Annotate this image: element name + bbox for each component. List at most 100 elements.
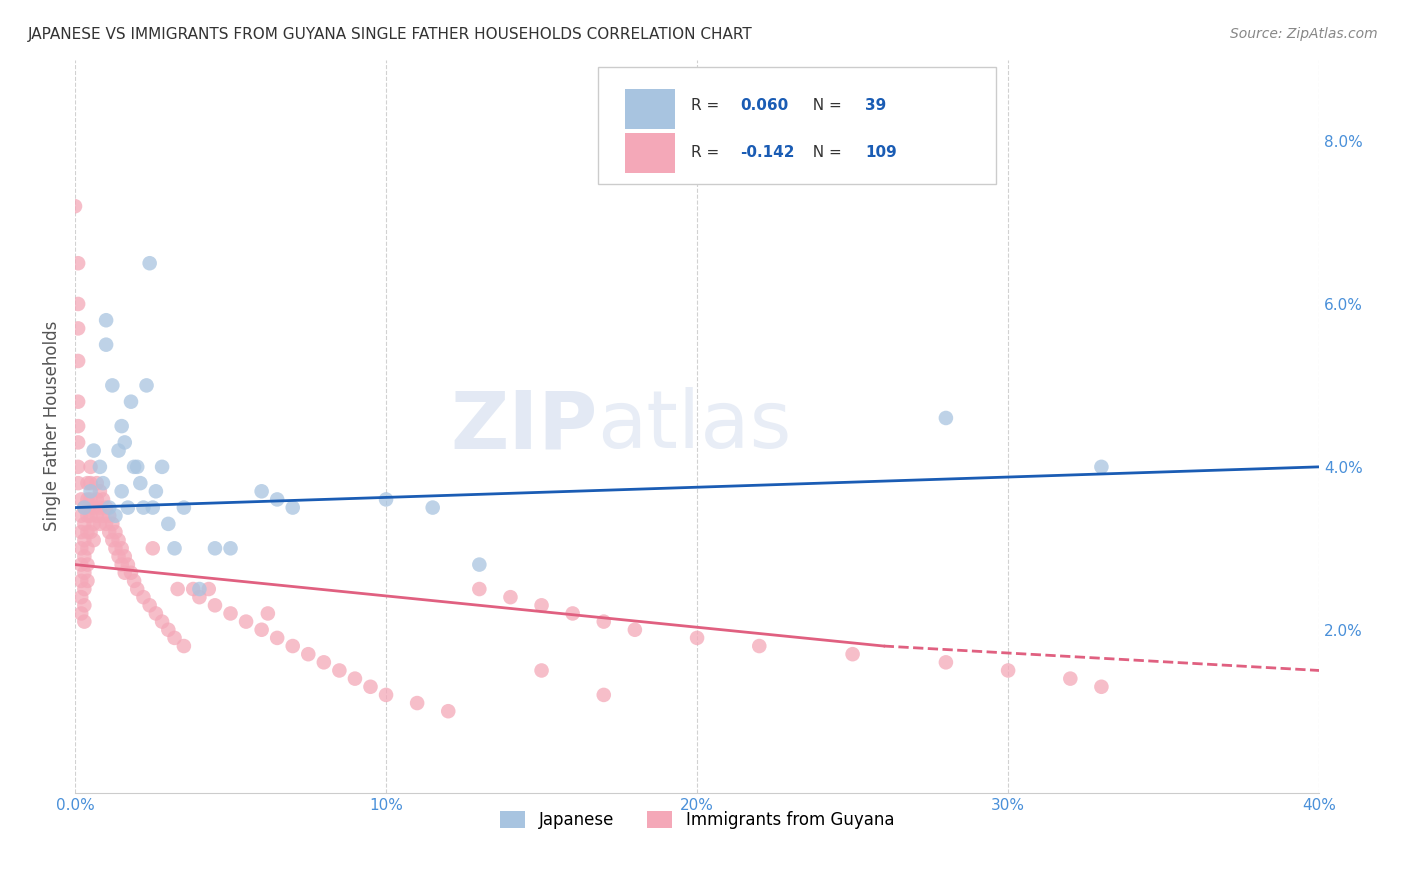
Point [935,656,957,670]
Point [122,574,145,588]
Point [145,607,167,621]
Point [67,459,90,474]
Legend: Japanese, Immigrants from Guyana: Japanese, Immigrants from Guyana [494,804,901,836]
Y-axis label: Single Father Households: Single Father Households [44,321,60,532]
Point [166,582,188,596]
Point [104,524,127,539]
Point [173,500,195,515]
Point [142,541,165,556]
Point [235,615,257,629]
Point [188,590,211,604]
Point [188,582,211,596]
Point [83,533,105,548]
Point [312,656,335,670]
Point [91,492,114,507]
Point [86,476,108,491]
Point [73,566,96,580]
Point [120,566,142,580]
Point [73,599,96,613]
Point [111,541,134,556]
FancyBboxPatch shape [624,89,675,129]
Point [686,631,709,645]
Point [561,607,583,621]
Point [70,541,93,556]
Text: atlas: atlas [598,387,792,465]
Point [94,337,117,351]
Point [266,492,288,507]
FancyBboxPatch shape [624,133,675,173]
Point [79,484,101,499]
Point [117,500,139,515]
Point [91,508,114,523]
Point [266,631,288,645]
Point [297,647,319,661]
Point [79,492,101,507]
Point [257,607,280,621]
Point [98,524,121,539]
Point [91,476,114,491]
Point [70,607,93,621]
Point [73,500,96,515]
Point [468,582,491,596]
Point [67,354,90,368]
Text: 109: 109 [865,145,897,161]
FancyBboxPatch shape [598,67,995,185]
Point [204,541,226,556]
Point [624,623,647,637]
Point [111,558,134,572]
Point [76,541,98,556]
Point [86,508,108,523]
Point [83,516,105,531]
Point [67,297,90,311]
Point [63,199,86,213]
Point [935,411,957,425]
Point [67,321,90,335]
Point [107,549,129,564]
Point [360,680,382,694]
Point [114,549,136,564]
Point [73,549,96,564]
Point [117,558,139,572]
Point [135,378,157,392]
Point [107,443,129,458]
Point [422,500,444,515]
Point [281,639,304,653]
Point [375,688,398,702]
Point [163,631,186,645]
Point [79,476,101,491]
Point [76,524,98,539]
Point [127,459,149,474]
Point [79,459,101,474]
Point [98,500,121,515]
Point [76,508,98,523]
Point [499,590,522,604]
Point [111,484,134,499]
Point [592,615,614,629]
Point [86,492,108,507]
Text: ZIP: ZIP [450,387,598,465]
Point [114,435,136,450]
Point [107,533,129,548]
Point [163,541,186,556]
Point [76,476,98,491]
Point [89,500,111,515]
Point [94,313,117,327]
Text: R =: R = [690,97,724,112]
Point [530,599,553,613]
Point [70,558,93,572]
Point [89,516,111,531]
Point [94,516,117,531]
Point [1059,672,1081,686]
Point [328,664,350,678]
Text: Source: ZipAtlas.com: Source: ZipAtlas.com [1230,27,1378,41]
Point [67,256,90,270]
Point [120,394,142,409]
Point [157,516,180,531]
Point [67,476,90,491]
Text: JAPANESE VS IMMIGRANTS FROM GUYANA SINGLE FATHER HOUSEHOLDS CORRELATION CHART: JAPANESE VS IMMIGRANTS FROM GUYANA SINGL… [28,27,752,42]
Point [530,664,553,678]
Point [70,574,93,588]
Point [122,459,145,474]
Point [70,492,93,507]
Point [281,500,304,515]
